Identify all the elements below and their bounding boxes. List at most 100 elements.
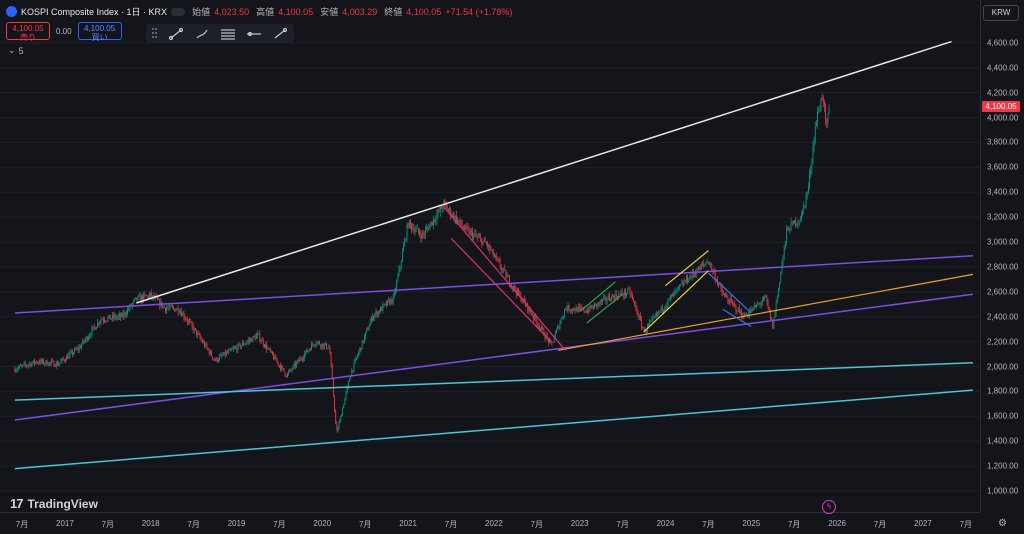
- bolt-icon[interactable]: ϟ: [822, 500, 836, 514]
- candle-body: [468, 228, 470, 235]
- candle-body: [406, 224, 408, 240]
- time-tick-label-21: 2027: [913, 519, 932, 528]
- indicators-toggle[interactable]: ⌄ 5: [8, 45, 24, 56]
- symbol-title[interactable]: KOSPI Composite Index · 1日 · KRX: [21, 7, 168, 17]
- candle-body: [415, 228, 417, 231]
- green-trendline-9[interactable]: [586, 293, 623, 324]
- candle-body: [629, 289, 631, 295]
- candle-body: [622, 294, 624, 296]
- candle-body: [421, 233, 423, 239]
- candle-body: [614, 293, 616, 300]
- candle-body: [804, 205, 806, 206]
- candle-body: [14, 368, 16, 372]
- yellow-trendline-11[interactable]: [665, 250, 709, 287]
- sell-button[interactable]: 4,100.05 売り: [6, 22, 50, 42]
- candle-body: [388, 300, 389, 301]
- candle-body: [163, 306, 165, 308]
- candle-body: [60, 360, 62, 363]
- candle-body: [434, 219, 435, 221]
- horizontal-ray-icon[interactable]: [246, 27, 262, 41]
- cyan-trendline-4[interactable]: [14, 389, 974, 470]
- candle-body: [673, 291, 675, 297]
- candle-body: [548, 338, 549, 343]
- candle-body: [214, 359, 216, 361]
- blue-trendline-12[interactable]: [707, 272, 752, 314]
- candle-body: [38, 362, 40, 364]
- candle-body: [352, 369, 354, 371]
- time-axis[interactable]: 7月 2017 7月 2018 7月 2019 7月 2020 7月 2021 7月 2022 7月 20…: [0, 512, 980, 534]
- candle-body: [404, 239, 406, 246]
- candle-body: [612, 295, 614, 297]
- candle-body: [150, 292, 151, 295]
- candle-body: [418, 228, 419, 233]
- candle-body: [83, 340, 85, 342]
- candle-body: [615, 293, 617, 297]
- price-tick-label-13: 2,000.00: [987, 362, 1019, 371]
- yellow-trendline-10[interactable]: [643, 270, 709, 333]
- buy-button[interactable]: 4,100.05 買い: [77, 22, 122, 42]
- candle-body: [104, 320, 105, 322]
- candle-body: [618, 294, 619, 299]
- candle-body: [376, 311, 378, 316]
- visibility-eye-icon[interactable]: [171, 7, 186, 16]
- orange-trendline-5[interactable]: [558, 273, 974, 351]
- price-tick-label-1: 4,400.00: [987, 63, 1019, 73]
- candle-body: [752, 307, 754, 311]
- candle-body: [724, 295, 725, 296]
- candle-body: [297, 359, 299, 363]
- candle-body: [379, 311, 380, 313]
- blue-trendline-13[interactable]: [722, 308, 752, 328]
- candle-body: [438, 209, 440, 212]
- candle-body: [219, 356, 220, 361]
- candle-body: [596, 303, 598, 307]
- candle-body: [246, 341, 248, 344]
- candle-body: [44, 363, 46, 365]
- candle-body: [655, 316, 656, 317]
- candle-body: [656, 313, 657, 317]
- purple-trendline-1[interactable]: [14, 254, 973, 314]
- candle-body: [674, 291, 676, 293]
- price-axis[interactable]: 4,600.00 4,400.00 4,200.00 4,000.00 3,800.00…: [980, 0, 1024, 512]
- green-trendline-8[interactable]: [579, 281, 616, 313]
- candle-body: [741, 311, 743, 317]
- candle-body: [306, 350, 308, 353]
- candle-body: [687, 276, 688, 282]
- pink-trendline-7[interactable]: [450, 237, 552, 343]
- candle-body: [342, 408, 343, 416]
- candle-body: [636, 307, 638, 314]
- candle-body: [669, 296, 671, 299]
- candle-body: [706, 262, 708, 264]
- candle-body: [113, 315, 115, 319]
- white-trendline-0[interactable]: [136, 40, 952, 304]
- gear-icon[interactable]: ⚙: [998, 518, 1007, 529]
- candle-body: [39, 359, 41, 364]
- purple-trendline-2[interactable]: [14, 293, 974, 421]
- candle-body: [454, 215, 456, 220]
- candle-body: [497, 258, 499, 260]
- currency-selector[interactable]: KRW: [983, 5, 1019, 21]
- candle-body: [134, 299, 135, 301]
- pink-trendline-6[interactable]: [443, 206, 566, 351]
- candle-body: [27, 365, 28, 367]
- trendline-tool-icon[interactable]: [168, 27, 184, 41]
- candle-body: [817, 112, 818, 123]
- candle-body: [361, 340, 363, 350]
- candle-body: [203, 342, 204, 343]
- cyan-trendline-3[interactable]: [14, 362, 973, 401]
- candle-body: [117, 316, 119, 318]
- price-chart[interactable]: [0, 0, 980, 512]
- candle-body: [223, 352, 225, 356]
- fib-retracement-icon[interactable]: [220, 27, 236, 41]
- candle-body: [400, 261, 402, 267]
- candle-body: [249, 340, 250, 341]
- brush-tool-icon[interactable]: [194, 27, 210, 41]
- symbol-header: KOSPI Composite Index · 1日 · KRX 始値 4,02…: [6, 5, 512, 18]
- measure-tool-icon[interactable]: [272, 27, 288, 41]
- candle-body: [751, 309, 753, 311]
- chart-area[interactable]: [0, 0, 980, 512]
- drag-handle-icon[interactable]: [152, 27, 158, 40]
- candle-body: [318, 341, 319, 343]
- candle-body: [535, 315, 537, 321]
- candle-body: [188, 320, 189, 323]
- candle-body: [462, 226, 464, 229]
